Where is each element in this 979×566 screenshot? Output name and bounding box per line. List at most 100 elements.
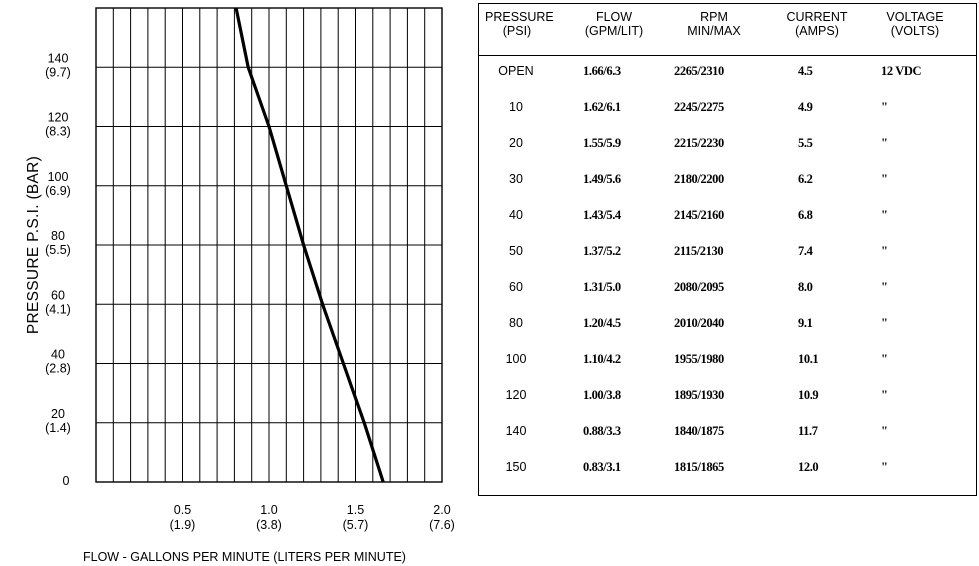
table-row: 50 1.37/5.2 2115/2130 7.4 " [479, 241, 976, 261]
table-row: 60 1.31/5.0 2080/2095 8.0 " [479, 277, 976, 297]
cell-flow: 1.37/5.2 [583, 244, 621, 258]
cell-current: 7.4 [798, 244, 813, 258]
y-tick-sublabel: (6.9) [45, 184, 71, 198]
cell-pressure: 20 [509, 136, 523, 150]
cell-flow: 1.66/6.3 [583, 64, 621, 78]
cell-pressure: 140 [505, 424, 527, 438]
cell-pressure: 50 [509, 244, 523, 258]
cell-pressure: 10 [509, 100, 523, 114]
cell-voltage: " [881, 352, 888, 366]
cell-rpm: 2245/2275 [674, 100, 724, 114]
table-row: 80 1.20/4.5 2010/2040 9.1 " [479, 313, 976, 333]
table-row: 150 0.83/3.1 1815/1865 12.0 " [479, 457, 976, 477]
y-tick-sublabel: (5.5) [45, 243, 71, 257]
header-pressure-line1: PRESSURE [485, 10, 554, 24]
cell-flow: 1.62/6.1 [583, 100, 621, 114]
cell-rpm: 1815/1865 [674, 460, 724, 474]
y-tick-sublabel: (4.1) [45, 302, 71, 316]
table-row: 120 1.00/3.8 1895/1930 10.9 " [479, 385, 976, 405]
cell-current: 6.2 [798, 172, 813, 186]
y-tick-label: 80 [51, 229, 65, 243]
cell-pressure: 120 [505, 388, 527, 402]
header-flow-line2: (GPM/LIT) [584, 24, 644, 38]
cell-pressure: 60 [509, 280, 523, 294]
cell-rpm: 2145/2160 [674, 208, 724, 222]
cell-rpm: 2180/2200 [674, 172, 724, 186]
cell-voltage: 12 VDC [881, 64, 922, 78]
cell-rpm: 2010/2040 [674, 316, 724, 330]
cell-flow: 1.20/4.5 [583, 316, 621, 330]
cell-rpm: 2265/2310 [674, 64, 724, 78]
header-pressure-line2: (PSI) [502, 24, 532, 38]
cell-current: 10.1 [798, 352, 819, 366]
pressure-flow-curve [234, 7, 385, 483]
cell-voltage: " [881, 172, 888, 186]
y-tick-sublabel: (2.8) [45, 362, 71, 376]
cell-voltage: " [881, 244, 888, 258]
cell-voltage: " [881, 136, 888, 150]
x-tick-label: 1.5 [347, 503, 364, 517]
performance-table: PRESSURE (PSI) FLOW (GPM/LIT) RPM MIN/MA… [478, 3, 977, 496]
cell-voltage: " [881, 100, 888, 114]
x-tick-label: 1.0 [260, 503, 277, 517]
y-tick-sublabel: (9.7) [45, 65, 71, 79]
header-pressure: PRESSURE (PSI) [485, 10, 554, 38]
header-flow-line1: FLOW [595, 10, 633, 24]
x-tick-label: 2.0 [433, 503, 450, 517]
header-current-line2: (AMPS) [795, 24, 839, 38]
header-voltage: VOLTAGE (VOLTS) [875, 10, 955, 38]
cell-voltage: " [881, 316, 888, 330]
table-row: 20 1.55/5.9 2215/2230 5.5 " [479, 133, 976, 153]
cell-flow: 1.43/5.4 [583, 208, 621, 222]
cell-current: 10.9 [798, 388, 819, 402]
y-tick-label: 60 [51, 288, 65, 302]
cell-current: 4.9 [798, 100, 813, 114]
y-tick-label: 20 [51, 407, 65, 421]
table-row: 140 0.88/3.3 1840/1875 11.7 " [479, 421, 976, 441]
header-current: CURRENT (AMPS) [777, 10, 857, 38]
y-axis-label: PRESSURE P.S.I. (BAR) [25, 156, 42, 334]
cell-current: 9.1 [798, 316, 813, 330]
header-voltage-line2: (VOLTS) [890, 24, 940, 38]
cell-pressure: 30 [509, 172, 523, 186]
y-tick-label: 120 [48, 111, 69, 125]
cell-voltage: " [881, 388, 888, 402]
cell-pressure: 40 [509, 208, 523, 222]
table-row: 100 1.10/4.2 1955/1980 10.1 " [479, 349, 976, 369]
header-voltage-line1: VOLTAGE [886, 10, 944, 24]
table-row: OPEN 1.66/6.3 2265/2310 4.5 12 VDC [479, 61, 976, 81]
cell-pressure: OPEN [498, 64, 534, 78]
cell-current: 12.0 [798, 460, 819, 474]
cell-current: 8.0 [798, 280, 813, 294]
plot-frame [95, 7, 443, 483]
cell-flow: 0.88/3.3 [583, 424, 621, 438]
x-tick-sublabel: (7.6) [429, 518, 455, 532]
x-tick-labels: 0.5(1.9) 1.0(3.8) 1.5(5.7) 2.0(7.6) [170, 503, 455, 532]
x-tick-sublabel: (5.7) [343, 518, 369, 532]
cell-voltage: " [881, 280, 888, 294]
y-tick-label: 0 [63, 474, 70, 488]
header-rpm: RPM MIN/MAX [674, 10, 754, 38]
x-tick-sublabel: (1.9) [170, 518, 196, 532]
table-row: 10 1.62/6.1 2245/2275 4.9 " [479, 97, 976, 117]
cell-pressure: 100 [505, 352, 527, 366]
y-tick-labels: 0 20(1.4) 40(2.8) 60(4.1) 80(5.5) 100(6.9) 120… [45, 51, 71, 488]
header-rpm-line1: RPM [700, 10, 728, 24]
cell-pressure: 150 [505, 460, 527, 474]
cell-current: 6.8 [798, 208, 813, 222]
cell-current: 11.7 [798, 424, 818, 438]
header-rpm-line2: MIN/MAX [687, 24, 741, 38]
cell-pressure: 80 [509, 316, 523, 330]
x-axis-label: FLOW - GALLONS PER MINUTE (LITERS PER MI… [83, 550, 406, 564]
cell-rpm: 2215/2230 [674, 136, 724, 150]
y-tick-label: 100 [48, 170, 69, 184]
cell-voltage: " [881, 208, 888, 222]
cell-rpm: 1955/1980 [674, 352, 724, 366]
y-tick-label: 40 [51, 348, 65, 362]
cell-voltage: " [881, 424, 888, 438]
pressure-flow-chart: 0 20(1.4) 40(2.8) 60(4.1) 80(5.5) 100(6.9) 120… [25, 7, 455, 564]
header-current-line1: CURRENT [786, 10, 848, 24]
cell-rpm: 1895/1930 [674, 388, 724, 402]
cell-voltage: " [881, 460, 888, 474]
table-row: 40 1.43/5.4 2145/2160 6.8 " [479, 205, 976, 225]
